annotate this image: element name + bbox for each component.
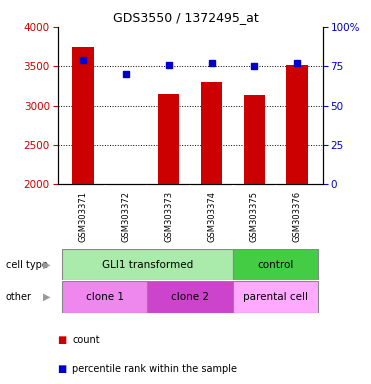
Bar xyxy=(147,281,233,313)
Bar xyxy=(72,47,94,184)
Bar xyxy=(62,249,233,280)
Text: GSM303371: GSM303371 xyxy=(79,191,88,242)
Text: clone 2: clone 2 xyxy=(171,292,209,302)
Text: GLI1 transformed: GLI1 transformed xyxy=(102,260,193,270)
Text: GSM303376: GSM303376 xyxy=(293,191,302,242)
Text: parental cell: parental cell xyxy=(243,292,308,302)
Text: ■: ■ xyxy=(58,364,67,374)
Bar xyxy=(286,65,308,184)
Text: GSM303372: GSM303372 xyxy=(121,191,131,242)
Bar xyxy=(244,95,265,184)
Text: control: control xyxy=(257,260,294,270)
Text: percentile rank within the sample: percentile rank within the sample xyxy=(72,364,237,374)
Text: count: count xyxy=(72,335,100,345)
Bar xyxy=(233,281,318,313)
Text: GSM303375: GSM303375 xyxy=(250,191,259,242)
Text: other: other xyxy=(6,292,32,302)
Text: cell type: cell type xyxy=(6,260,47,270)
Text: ▶: ▶ xyxy=(43,260,50,270)
Text: ▶: ▶ xyxy=(43,292,50,302)
Text: GSM303373: GSM303373 xyxy=(164,191,173,242)
Bar xyxy=(201,82,222,184)
Bar xyxy=(233,249,318,280)
Text: GDS3550 / 1372495_at: GDS3550 / 1372495_at xyxy=(113,12,258,25)
Bar xyxy=(62,281,147,313)
Bar xyxy=(158,94,180,184)
Text: GSM303374: GSM303374 xyxy=(207,191,216,242)
Text: clone 1: clone 1 xyxy=(86,292,124,302)
Text: ■: ■ xyxy=(58,335,67,345)
